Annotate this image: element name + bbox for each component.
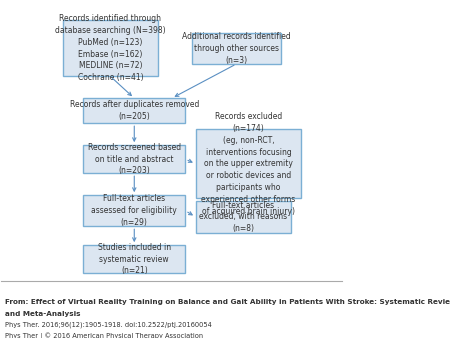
FancyBboxPatch shape (192, 33, 281, 64)
Text: Phys Ther. 2016;96(12):1905-1918. doi:10.2522/ptj.20160054: Phys Ther. 2016;96(12):1905-1918. doi:10… (5, 321, 211, 328)
FancyBboxPatch shape (196, 129, 301, 198)
FancyBboxPatch shape (83, 245, 185, 273)
Text: Records screened based
on title and abstract
(n=203): Records screened based on title and abst… (88, 143, 181, 175)
FancyBboxPatch shape (83, 195, 185, 226)
Text: From: Effect of Virtual Reality Training on Balance and Gait Ability in Patients: From: Effect of Virtual Reality Training… (5, 299, 450, 305)
FancyBboxPatch shape (83, 145, 185, 173)
Text: Studies included in
systematic review
(n=21): Studies included in systematic review (n… (98, 243, 171, 275)
Text: Additional records identified
through other sources
(n=3): Additional records identified through ot… (182, 32, 291, 65)
Text: Records after duplicates removed
(n=205): Records after duplicates removed (n=205) (70, 100, 199, 121)
Text: Full-text articles
assessed for eligibility
(n=29): Full-text articles assessed for eligibil… (91, 194, 177, 227)
Text: and Meta-Analysis: and Meta-Analysis (5, 311, 80, 317)
Text: Phys Ther | © 2016 American Physical Therapy Association: Phys Ther | © 2016 American Physical The… (5, 332, 203, 338)
FancyBboxPatch shape (63, 20, 158, 76)
Text: Full-text articles
excluded, with reasons
(n=8): Full-text articles excluded, with reason… (199, 201, 288, 233)
FancyBboxPatch shape (83, 98, 185, 123)
FancyBboxPatch shape (196, 201, 291, 233)
Text: Records identified through
database searching (N=398)
PubMed (n=123)
Embase (n=1: Records identified through database sear… (55, 14, 166, 82)
Text: Records excluded
(n=174)
(eg, non-RCT,
interventions focusing
on the upper extre: Records excluded (n=174) (eg, non-RCT, i… (201, 112, 296, 216)
